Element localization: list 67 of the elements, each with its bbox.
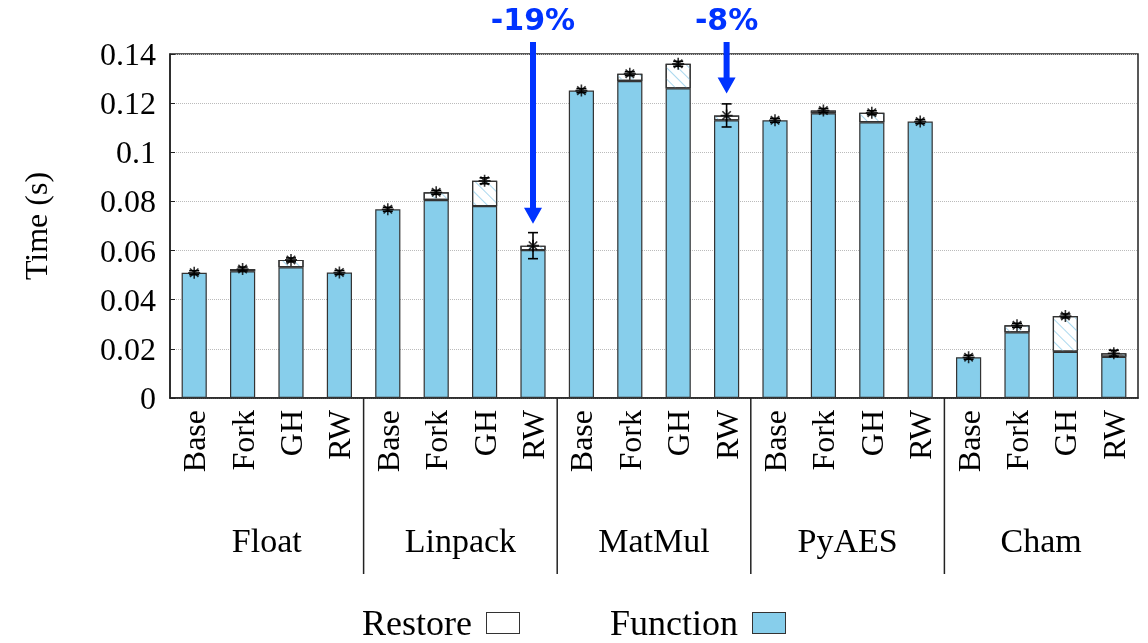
point: [623, 66, 637, 81]
point: [187, 265, 201, 280]
bar: [520, 250, 546, 398]
point: [1058, 309, 1073, 323]
bar: [956, 357, 982, 398]
text: Float: [231, 522, 302, 560]
point: [477, 173, 492, 188]
point: [913, 114, 927, 129]
bar: [375, 209, 401, 398]
y-tick-label: 0.04: [100, 281, 156, 318]
point: [816, 103, 831, 118]
bar: [1101, 356, 1127, 398]
text: Linpack: [404, 522, 517, 560]
x-tick-label: GH: [660, 410, 697, 457]
bar: [907, 121, 933, 398]
x-tick-label: Fork: [805, 410, 842, 471]
y-axis-title: Time (s): [18, 171, 54, 281]
x-tick-label: Base: [950, 410, 987, 473]
y-tick-label: 0.12: [100, 85, 156, 122]
x-tick-label: RW: [321, 409, 358, 460]
legend-label: Restore: [362, 603, 472, 643]
point: [381, 202, 395, 217]
x-tick-label: GH: [466, 410, 503, 457]
point: [1010, 318, 1024, 333]
y-tick-label: 0.06: [100, 232, 156, 269]
x-tick-label: Base: [563, 410, 600, 473]
text: MatMul: [598, 522, 710, 560]
point: [768, 113, 782, 128]
x-tick-label: Fork: [611, 410, 648, 471]
x-tick-label: RW: [515, 409, 551, 460]
point: [526, 238, 540, 253]
y-tick-label: 0.14: [100, 36, 156, 72]
bar: [181, 272, 207, 398]
bar: [810, 113, 836, 398]
x-tick-label: GH: [1047, 410, 1084, 457]
text: -19%: [490, 2, 576, 37]
text: Cham: [1000, 522, 1082, 560]
x-tick-label: Base: [176, 410, 213, 473]
bar: [568, 90, 594, 398]
point: [429, 185, 443, 200]
x-tick-label: Fork: [224, 410, 261, 471]
x-tick-label: Fork: [999, 410, 1035, 471]
y-tick-label: 0.02: [100, 330, 156, 367]
legend-label: Function: [609, 603, 738, 643]
text: PyAES: [797, 522, 898, 560]
x-tick-label: GH: [853, 410, 890, 457]
bar: [762, 120, 788, 398]
bar: [230, 271, 256, 398]
point: [865, 105, 879, 120]
x-tick-label: RW: [902, 409, 939, 460]
bar: [326, 272, 352, 398]
x-tick-label: RW: [708, 409, 745, 460]
y-tick-label: 0: [140, 380, 156, 416]
x-tick-label: Fork: [418, 410, 455, 471]
point: [719, 108, 734, 123]
point: [284, 253, 298, 267]
y-tick-label: 0.1: [116, 134, 156, 171]
text: -8%: [694, 2, 759, 37]
point: [332, 265, 347, 280]
x-tick-label: Base: [369, 410, 406, 473]
point: [235, 262, 250, 276]
x-tick-label: GH: [273, 410, 309, 457]
x-tick-label: Base: [757, 410, 793, 473]
y-tick-label: 0.08: [100, 183, 156, 220]
point: [574, 83, 589, 98]
x-tick-label: RW: [1095, 409, 1132, 460]
point: [961, 350, 976, 365]
